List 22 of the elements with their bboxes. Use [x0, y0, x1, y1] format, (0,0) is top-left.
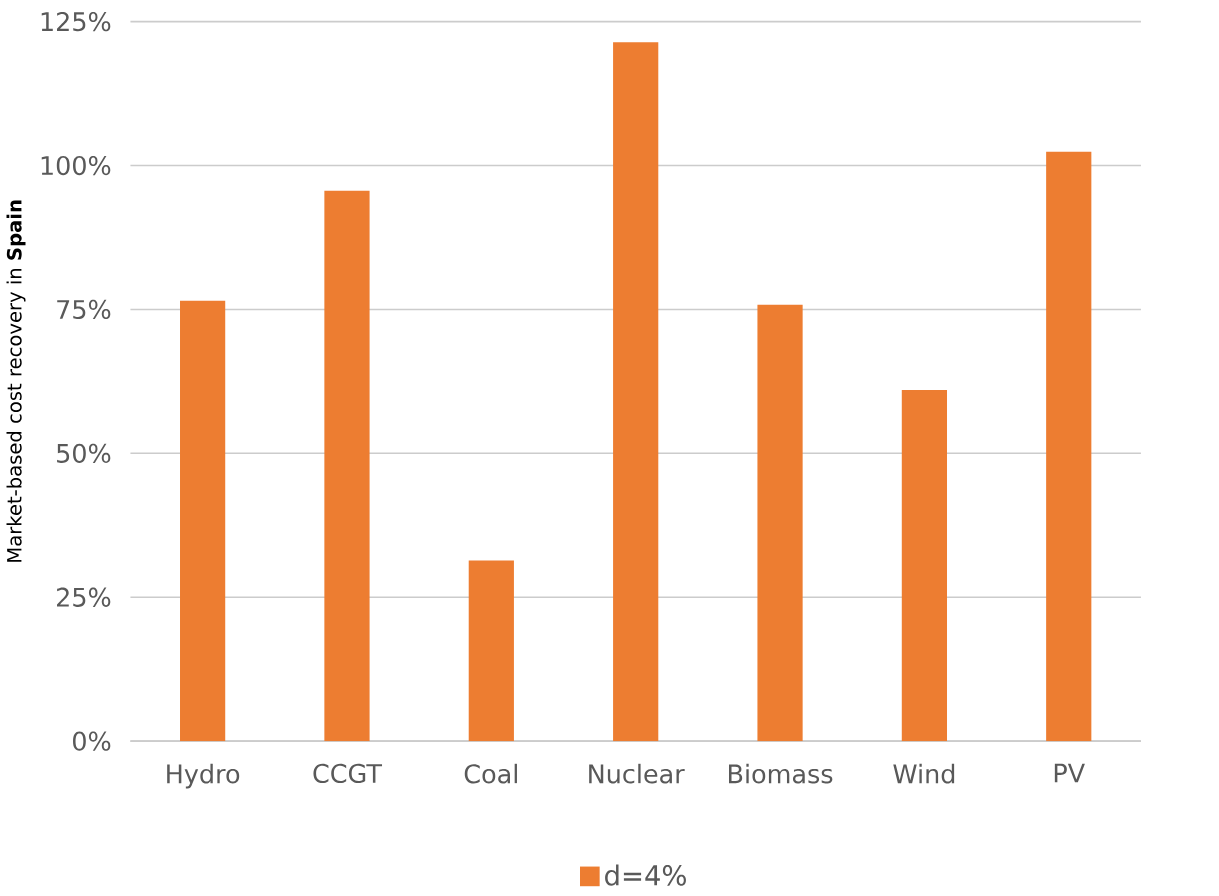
x-tick-label: PV [1054, 763, 1085, 783]
y-tick-label: 75% [57, 299, 111, 320]
x-tick-label: Biomass [729, 763, 833, 784]
y-tick-label: 50% [57, 443, 111, 463]
y-tick-label: 0% [73, 731, 111, 751]
bar [324, 190, 370, 742]
bar [468, 560, 514, 742]
y-tick-label: 25% [57, 587, 111, 607]
y-axis-title: Market-based cost recovery in Spain [6, 200, 26, 562]
x-tick-label: CCGT [313, 763, 383, 784]
bar [757, 304, 803, 742]
y-tick-label: 100% [41, 155, 111, 176]
bar [901, 389, 947, 742]
x-tick-label: Coal [464, 763, 517, 784]
x-tick-label: Hydro [167, 763, 240, 789]
bar [180, 300, 226, 742]
bar [1046, 151, 1092, 742]
bar [613, 42, 659, 742]
y-tick-label: 125% [41, 11, 111, 32]
x-tick-label: Nuclear [589, 763, 685, 784]
x-tick-label: Wind [893, 763, 955, 784]
legend-label: d=4% [605, 864, 686, 886]
